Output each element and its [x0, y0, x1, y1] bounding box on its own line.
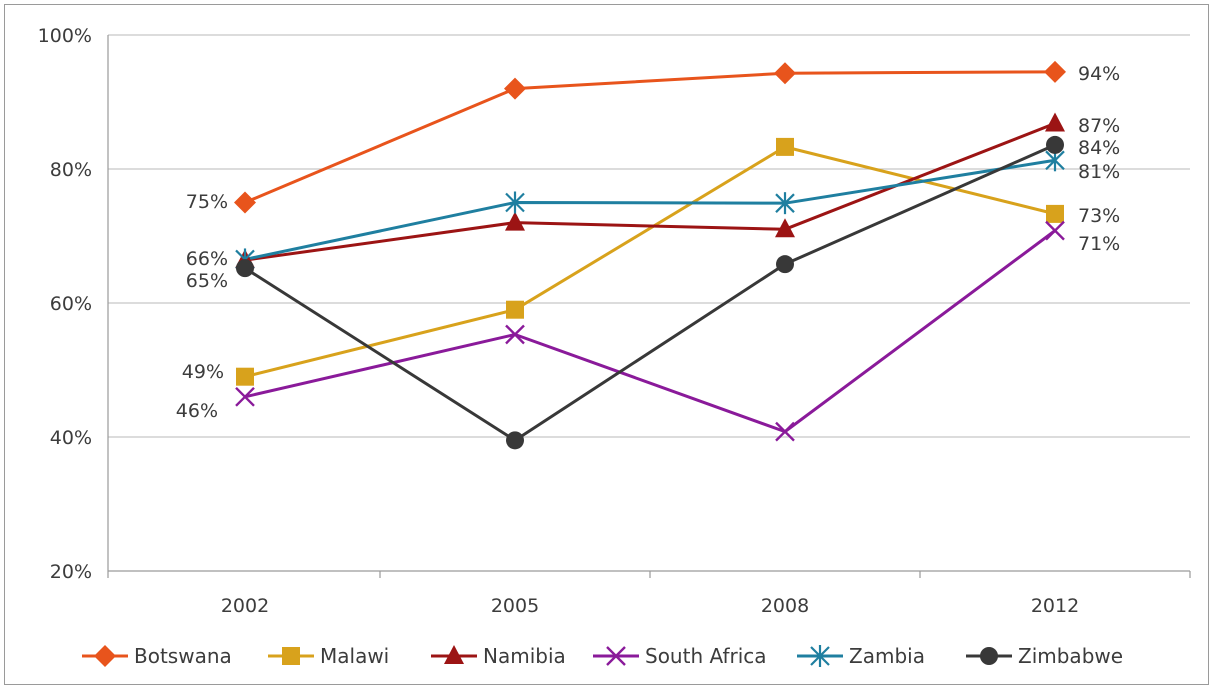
legend-item-zimbabwe: Zimbabwe	[966, 644, 1123, 668]
data-label-south-africa: 71%	[1078, 233, 1120, 255]
point-marker-botswana	[774, 62, 796, 85]
series-lines	[244, 70, 1056, 442]
x-tick-label: 2002	[221, 595, 269, 617]
legend-marker	[282, 647, 300, 665]
point-marker-zimbabwe	[506, 431, 524, 450]
marker-stroke	[775, 421, 795, 442]
point-marker-malawi	[236, 367, 254, 386]
point-marker-namibia	[775, 218, 795, 238]
tick-labels: 20% 40% 60% 80% 100% 2002 2005 2008 2012	[38, 25, 1080, 617]
legend-marker	[980, 647, 998, 665]
legend-marker	[94, 645, 116, 667]
point-marker-malawi	[506, 300, 524, 319]
marker-stroke	[505, 324, 525, 345]
point-marker-south-africa	[775, 421, 795, 442]
point-marker-zimbabwe	[236, 259, 254, 278]
point-marker-south-africa	[235, 386, 255, 407]
series-line-namibia	[244, 122, 1056, 262]
x-tick-label: 2012	[1031, 595, 1079, 617]
axes	[107, 35, 1191, 578]
legend-label: South Africa	[645, 644, 767, 668]
legend-label: Zimbabwe	[1018, 644, 1123, 668]
legend-item-botswana: Botswana	[82, 644, 232, 668]
gridlines	[108, 34, 1190, 438]
legend-label: Malawi	[320, 644, 389, 668]
marker-stroke	[235, 386, 255, 407]
marker-stroke	[1045, 220, 1065, 241]
data-label-namibia: 87%	[1078, 115, 1120, 137]
legend-item-zambia: Zambia	[797, 644, 925, 668]
data-label-malawi: 73%	[1078, 205, 1120, 227]
marker-stroke	[606, 646, 626, 666]
point-marker-botswana	[234, 191, 256, 214]
y-tick-label: 100%	[38, 25, 92, 47]
legend: Botswana Malawi Namibia South Africa Zambia Z…	[82, 644, 1123, 668]
data-label-south-africa: 46%	[176, 400, 218, 422]
y-tick-label: 20%	[50, 561, 92, 583]
point-marker-botswana	[1044, 60, 1066, 83]
legend-marker	[810, 645, 830, 667]
y-tick-label: 80%	[50, 159, 92, 181]
data-label-malawi: 49%	[182, 361, 224, 383]
series-line-zimbabwe	[244, 143, 1056, 442]
point-marker-zambia	[505, 191, 525, 214]
data-label-zambia: 81%	[1078, 161, 1120, 183]
point-marker-south-africa	[505, 324, 525, 345]
series-line-malawi	[244, 145, 1056, 379]
data-label-zimbabwe: 84%	[1078, 137, 1120, 159]
point-marker-namibia	[505, 211, 525, 231]
series-line-botswana	[244, 70, 1056, 204]
point-marker-zambia	[775, 192, 795, 215]
data-labels: 75% 94% 49% 73% 87% 46% 71% 66% 81% 65% 84%	[176, 63, 1120, 422]
data-label-botswana: 75%	[186, 191, 228, 213]
data-label-zambia: 66%	[186, 248, 228, 270]
legend-marker	[606, 646, 626, 666]
x-tick-label: 2005	[491, 595, 539, 617]
legend-label: Zambia	[849, 644, 925, 668]
point-marker-malawi	[776, 137, 794, 156]
legend-label: Namibia	[483, 644, 566, 668]
legend-item-south-africa: South Africa	[593, 644, 767, 668]
point-marker-zimbabwe	[776, 255, 794, 274]
point-marker-zimbabwe	[1046, 135, 1064, 154]
legend-label: Botswana	[134, 644, 232, 668]
series-line-south-africa	[244, 229, 1056, 434]
series-markers	[234, 60, 1066, 450]
legend-item-namibia: Namibia	[431, 644, 566, 668]
y-tick-label: 60%	[50, 293, 92, 315]
data-label-zimbabwe: 65%	[186, 270, 228, 292]
series-line-zambia	[244, 158, 1056, 261]
data-label-botswana: 94%	[1078, 63, 1120, 85]
point-marker-namibia	[1045, 112, 1065, 132]
x-tick-label: 2008	[761, 595, 809, 617]
legend-item-malawi: Malawi	[268, 644, 389, 668]
point-marker-malawi	[1046, 204, 1064, 223]
point-marker-botswana	[504, 77, 526, 100]
legend-marker	[444, 645, 464, 664]
point-marker-south-africa	[1045, 220, 1065, 241]
y-tick-label: 40%	[50, 427, 92, 449]
